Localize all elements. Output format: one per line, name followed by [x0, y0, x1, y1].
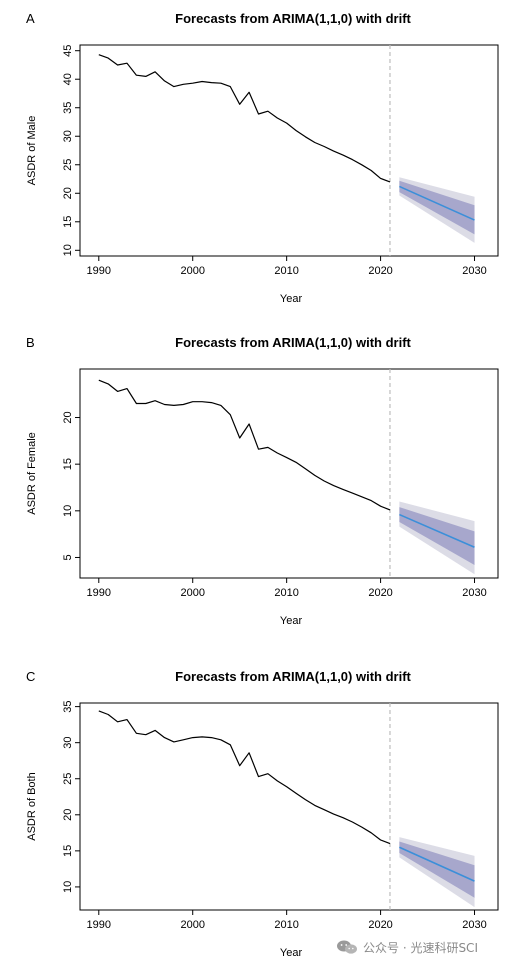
chart-panel-a: A Forecasts from ARIMA(1,1,0) with drift 1… [26, 11, 499, 305]
forecast-band-80 [399, 507, 475, 565]
y-axis-label: ASDR of Female [26, 432, 38, 515]
x-tick-label: 2030 [462, 587, 486, 599]
x-axis-label: Year [280, 947, 303, 959]
y-tick-label: 20 [62, 187, 74, 199]
chart-title: Forecasts from ARIMA(1,1,0) with drift [175, 669, 411, 684]
panel-letter: A [26, 11, 35, 26]
chart-panel-c: C Forecasts from ARIMA(1,1,0) with drift 1… [26, 669, 499, 959]
y-tick-label: 15 [62, 216, 74, 228]
x-tick-label: 2020 [368, 919, 392, 931]
y-tick-label: 25 [62, 773, 74, 785]
history-line [98, 54, 391, 183]
watermark: 公众号 · 光速科研SCI [336, 937, 478, 957]
x-tick-label: 1990 [87, 587, 111, 599]
y-tick-label: 5 [62, 554, 74, 560]
plot-frame [79, 44, 499, 257]
x-tick-label: 2000 [180, 265, 204, 277]
chart-panel-b: B Forecasts from ARIMA(1,1,0) with drift 1… [26, 335, 499, 627]
x-tick-label: 2000 [180, 587, 204, 599]
x-tick-label: 2010 [274, 265, 298, 277]
x-tick-label: 2000 [180, 919, 204, 931]
chart-title: Forecasts from ARIMA(1,1,0) with drift [175, 335, 411, 350]
history-line [98, 379, 391, 511]
y-tick-label: 35 [62, 700, 74, 712]
y-tick-label: 10 [62, 505, 74, 517]
x-tick-label: 1990 [87, 265, 111, 277]
x-tick-label: 2020 [368, 265, 392, 277]
y-axis-label: ASDR of Both [26, 772, 38, 840]
y-tick-label: 30 [62, 737, 74, 749]
y-tick-label: 15 [62, 458, 74, 470]
forecast-mean-line [399, 513, 475, 548]
x-tick-label: 2010 [274, 919, 298, 931]
y-tick-label: 20 [62, 411, 74, 423]
y-axis-label: ASDR of Male [26, 116, 38, 186]
y-tick-label: 40 [62, 73, 74, 85]
y-tick-label: 30 [62, 130, 74, 142]
y-tick-label: 10 [62, 881, 74, 893]
plot-frame [79, 702, 499, 911]
y-tick-label: 10 [62, 244, 74, 256]
x-tick-label: 2030 [462, 265, 486, 277]
y-tick-label: 15 [62, 845, 74, 857]
panel-letter: B [26, 335, 35, 350]
y-tick-label: 45 [62, 45, 74, 57]
x-tick-label: 2010 [274, 587, 298, 599]
forecast-mean-line [399, 846, 475, 882]
chart-title: Forecasts from ARIMA(1,1,0) with drift [175, 11, 411, 26]
watermark-text: 公众号 · 光速科研SCI [363, 940, 478, 955]
y-tick-label: 25 [62, 159, 74, 171]
x-tick-label: 2020 [368, 587, 392, 599]
x-axis-label: Year [280, 293, 303, 305]
plot-frame [79, 368, 499, 579]
y-tick-label: 20 [62, 809, 74, 821]
panel-letter: C [26, 669, 35, 684]
x-tick-label: 2030 [462, 919, 486, 931]
forecast-mean-line [399, 185, 475, 221]
x-axis-label: Year [280, 615, 303, 627]
x-tick-label: 1990 [87, 919, 111, 931]
y-tick-label: 35 [62, 102, 74, 114]
history-line [98, 710, 391, 845]
wechat-icon [337, 940, 357, 954]
